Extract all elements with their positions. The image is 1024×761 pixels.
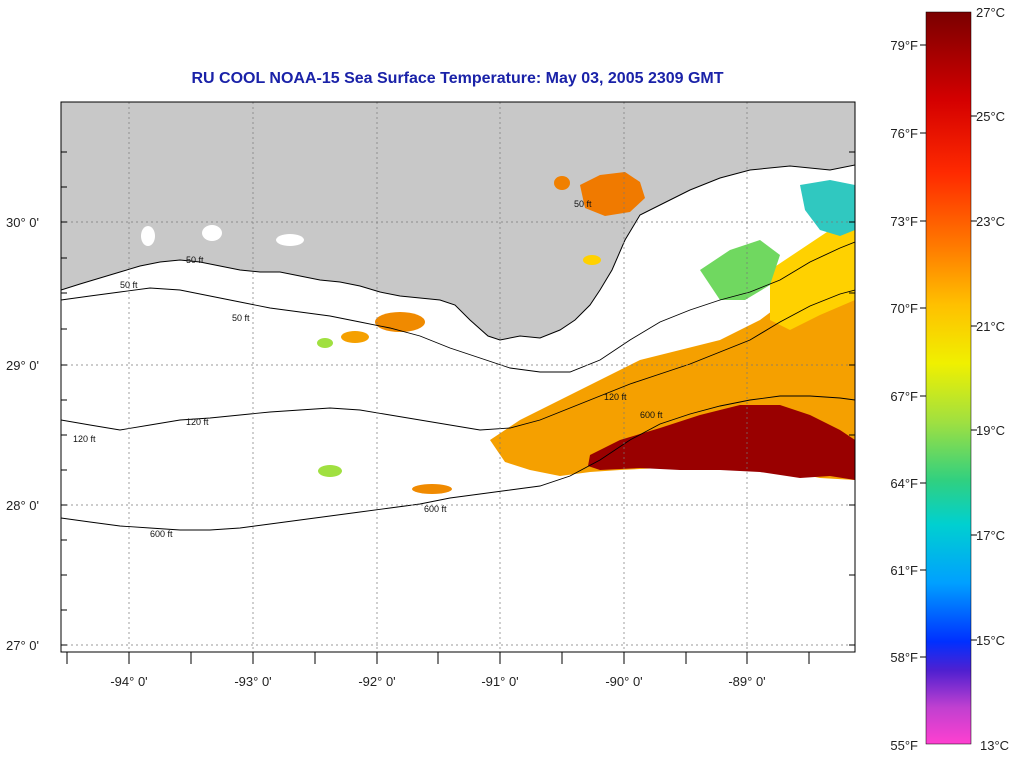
inland-water-b: [276, 234, 304, 246]
lon-label-91: -91° 0': [481, 674, 518, 689]
lon-label-92: -92° 0': [358, 674, 395, 689]
color-bar-ticks: [920, 44, 977, 658]
cb-f-58: 58°F: [890, 650, 918, 665]
contour-label-120ft-a: 120 ft: [73, 434, 96, 444]
cb-c-25: 25°C: [976, 109, 1005, 124]
inland-water-c: [141, 226, 155, 246]
lon-label-94: -94° 0': [110, 674, 147, 689]
map-border: [60, 101, 856, 653]
sst-spot-g: [583, 255, 601, 265]
land-area: [61, 102, 855, 340]
contour-label-600ft-a: 600 ft: [150, 529, 173, 539]
contour-50ft: [61, 241, 855, 373]
cb-f-70: 70°F: [890, 301, 918, 316]
contour-120ft: [61, 289, 855, 431]
sst-yellow-band: [770, 220, 855, 330]
contour-label-50ft-a: 50 ft: [186, 255, 204, 265]
contour-600ft: [61, 395, 855, 531]
sst-spot-a: [554, 176, 570, 190]
map-title: RU COOL NOAA-15 Sea Surface Temperature:…: [191, 70, 724, 87]
cb-c-17: 17°C: [976, 528, 1005, 543]
inland-water-a: [202, 225, 222, 241]
sst-bay-orange: [580, 172, 645, 216]
cb-f-64: 64°F: [890, 476, 918, 491]
lat-label-28: 28° 0': [6, 498, 39, 513]
cb-f-67: 67°F: [890, 389, 918, 404]
contour-label-50ft-c: 50 ft: [232, 313, 250, 323]
sst-green-patch: [700, 240, 780, 300]
coastline: [61, 164, 855, 341]
cb-f-61: 61°F: [890, 563, 918, 578]
cb-f-76: 76°F: [890, 126, 918, 141]
cb-c-13: 13°C: [980, 738, 1009, 753]
contour-label-600ft-c: 600 ft: [640, 410, 663, 420]
cb-c-15: 15°C: [976, 633, 1005, 648]
cb-c-23: 23°C: [976, 214, 1005, 229]
sst-spot-e: [412, 484, 452, 494]
cb-c-21: 21°C: [976, 319, 1005, 334]
lat-label-27: 27° 0': [6, 638, 39, 653]
contour-label-50ft-b: 50 ft: [120, 280, 138, 290]
lat-label-30: 30° 0': [6, 215, 39, 230]
lon-ticks: [66, 652, 810, 664]
cb-f-73: 73°F: [890, 214, 918, 229]
graticule: [61, 102, 855, 652]
sst-hot-core: [588, 405, 855, 480]
cb-f-55: 55°F: [890, 738, 918, 753]
lon-label-90: -90° 0': [605, 674, 642, 689]
sst-spot-f: [317, 338, 333, 348]
lat-label-29: 29° 0': [6, 358, 39, 373]
contour-label-50ft-d: 50 ft: [574, 199, 592, 209]
contour-label-120ft-b: 120 ft: [186, 417, 209, 427]
lon-label-93: -93° 0': [234, 674, 271, 689]
sst-spot-d: [318, 465, 342, 477]
contour-label-120ft-c: 120 ft: [604, 392, 627, 402]
sst-spot-b: [341, 331, 369, 343]
lon-label-89: -89° 0': [728, 674, 765, 689]
color-bar: [925, 11, 972, 745]
lat-ticks: [61, 151, 855, 646]
sst-spot-c: [375, 312, 425, 332]
contour-label-600ft-b: 600 ft: [424, 504, 447, 514]
cb-f-79: 79°F: [890, 38, 918, 53]
cb-c-19: 19°C: [976, 423, 1005, 438]
cb-c-27: 27°C: [976, 5, 1005, 20]
